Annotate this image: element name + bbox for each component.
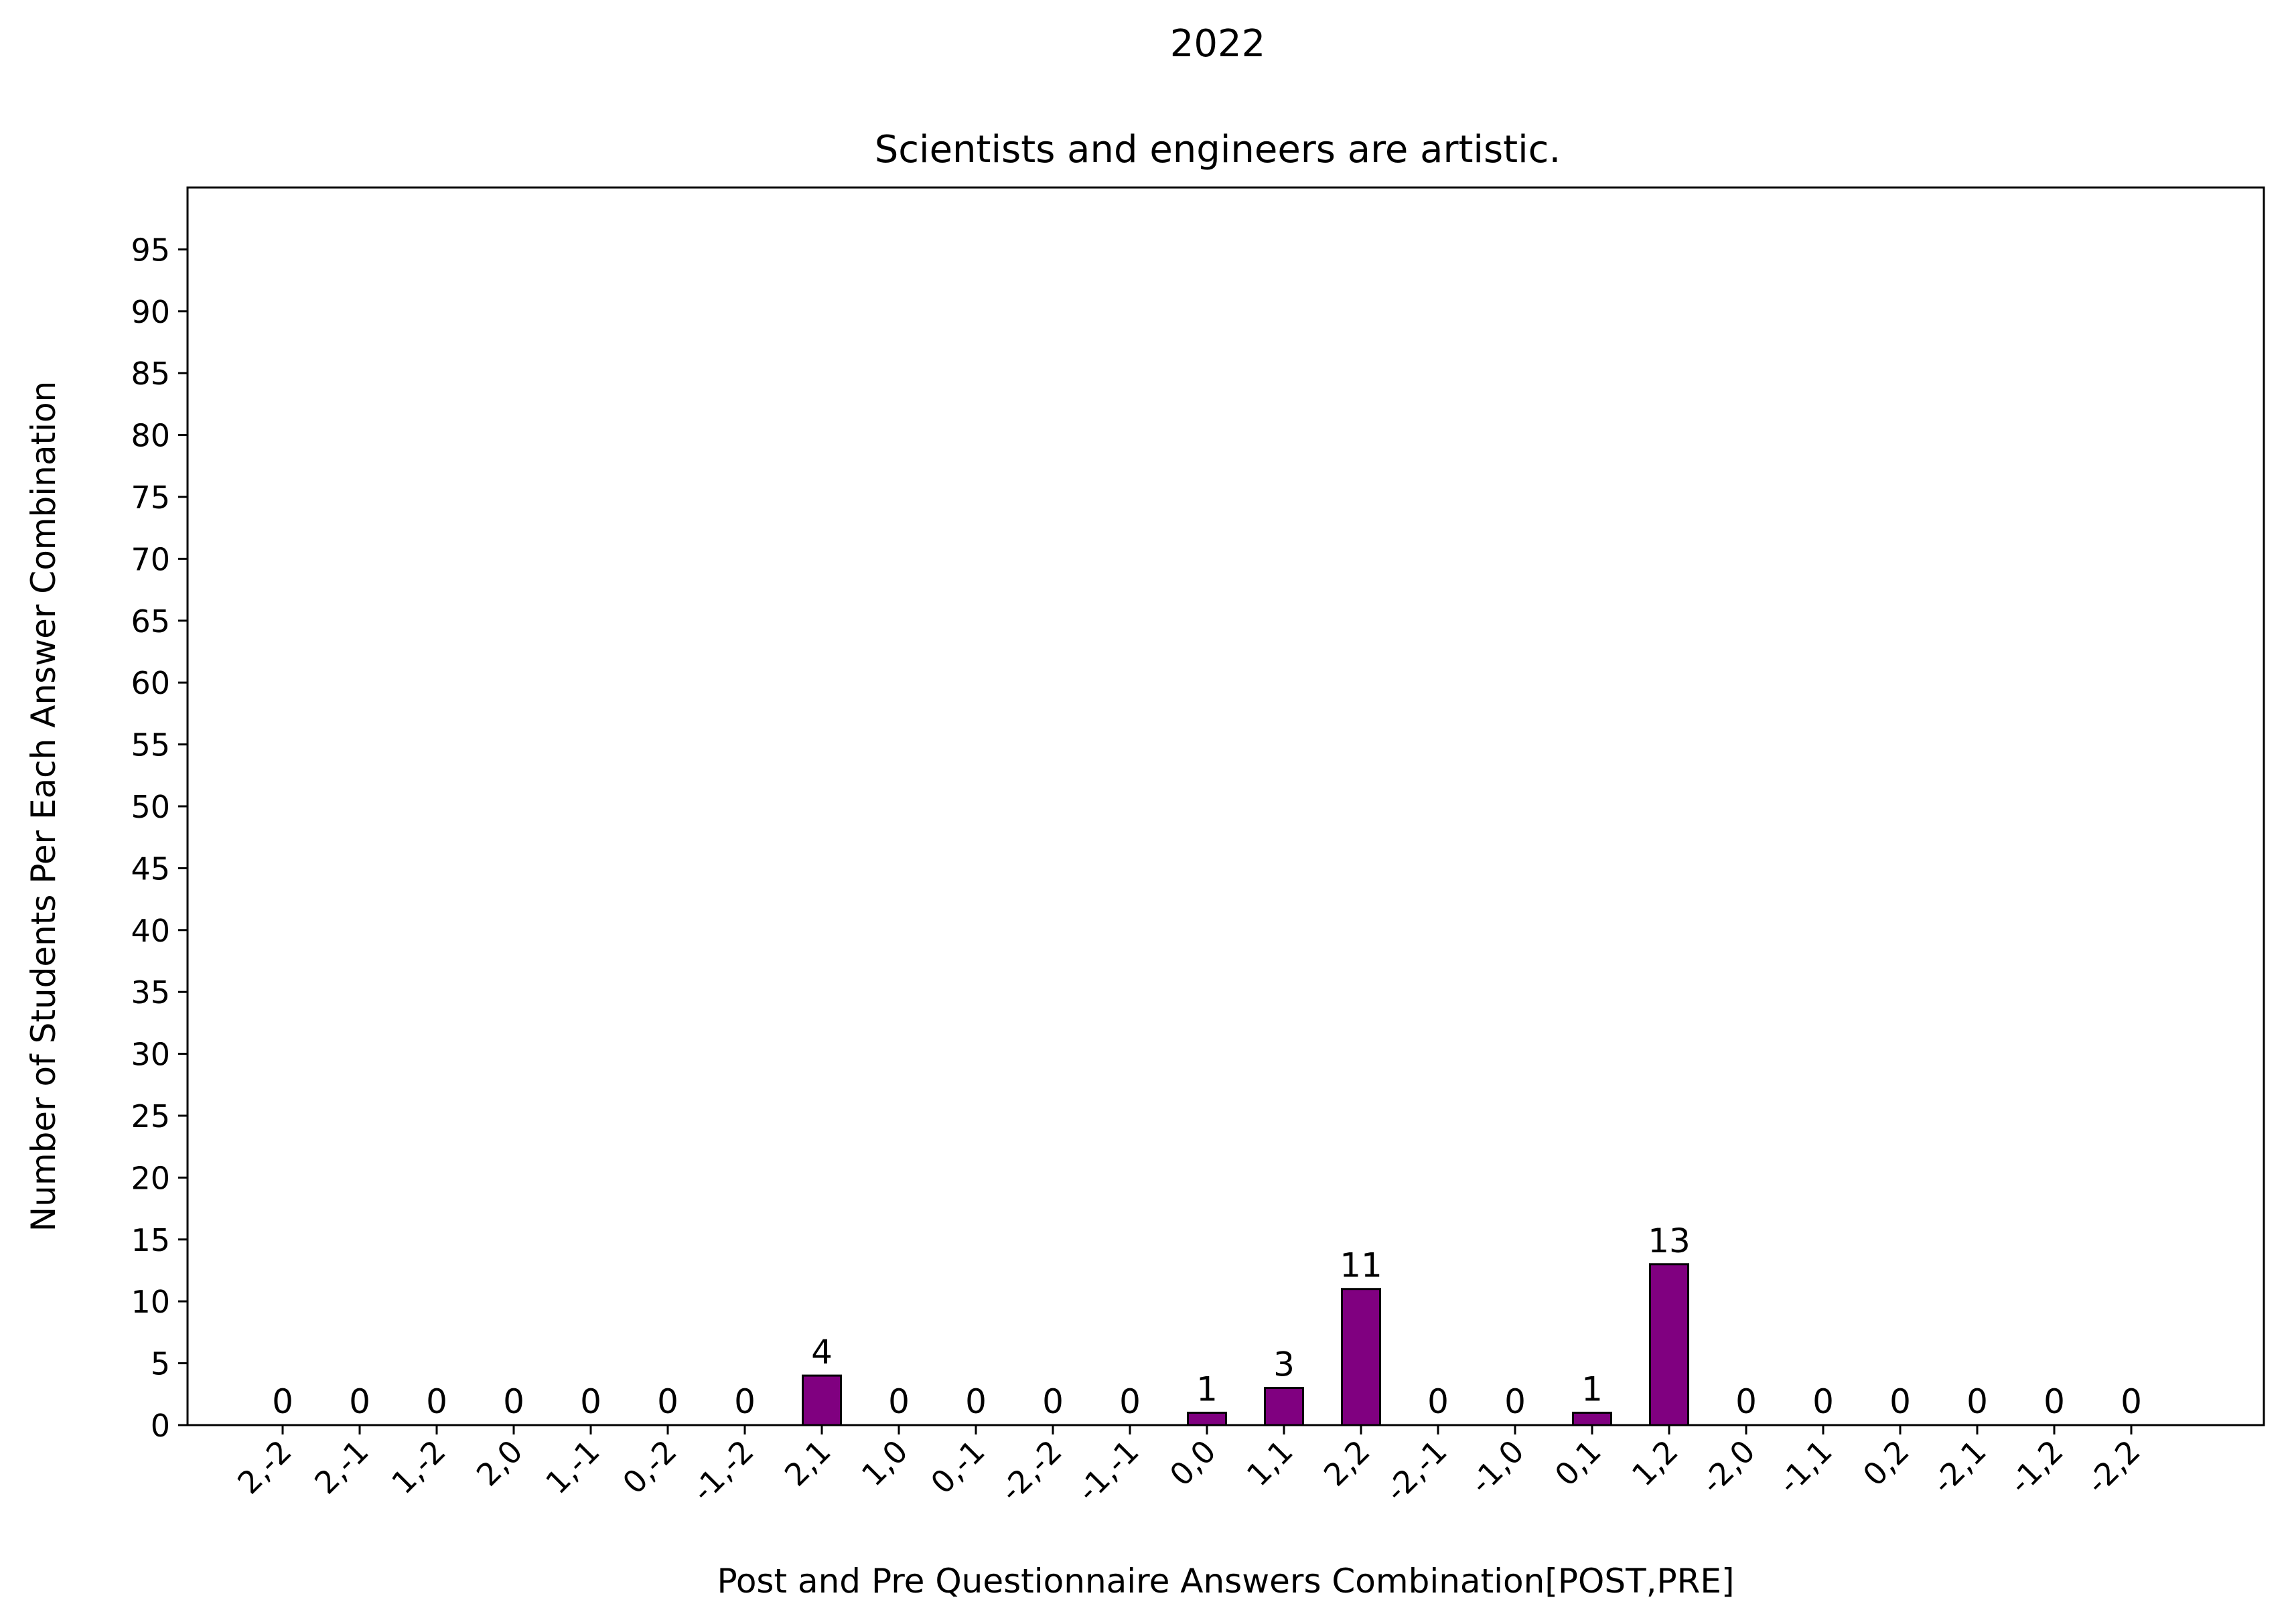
bar-value-label: 0 xyxy=(734,1382,756,1421)
x-tick-label: -2,2 xyxy=(2079,1433,2147,1501)
x-tick-label: 1,-1 xyxy=(539,1433,607,1501)
bar-1,2 xyxy=(1649,1263,1689,1426)
bar-value-label: 0 xyxy=(1735,1382,1757,1421)
y-tick-label: 25 xyxy=(131,1098,170,1134)
x-tick-label: -1,2 xyxy=(2002,1433,2070,1501)
x-tick-label: 2,2 xyxy=(1317,1433,1377,1493)
bar-value-label: 0 xyxy=(503,1382,524,1421)
x-tick-label: -2,-2 xyxy=(993,1433,1068,1509)
chart-title: Scientists and engineers are artistic. xyxy=(875,128,1561,171)
x-tick-label: 1,1 xyxy=(1240,1433,1300,1493)
y-tick-label: 5 xyxy=(151,1346,170,1382)
bar-value-label: 0 xyxy=(1119,1382,1141,1421)
bar-1,1 xyxy=(1264,1387,1304,1426)
y-tick-label: 70 xyxy=(131,541,170,577)
y-axis: 0 5 10 15 20 25 30 35 40 45 50 55 60 65 70 75 80 85 90 95 xyxy=(131,232,188,1444)
bar-value-label: 0 xyxy=(965,1382,987,1421)
bar-2,2 xyxy=(1341,1288,1381,1426)
y-tick-label: 10 xyxy=(131,1284,170,1320)
bar-value-label: 0 xyxy=(1812,1382,1834,1421)
bar-value-label: 0 xyxy=(2121,1382,2142,1421)
y-tick-label: 30 xyxy=(131,1037,170,1073)
x-tick-label: -2,0 xyxy=(1694,1433,1762,1501)
bar-value-label: 0 xyxy=(2044,1382,2065,1421)
y-tick-label: 60 xyxy=(131,665,170,701)
bar-value-label: 11 xyxy=(1340,1246,1382,1285)
bar-value-label: 0 xyxy=(657,1382,678,1421)
y-tick-label: 15 xyxy=(131,1222,170,1258)
y-tick-label: 35 xyxy=(131,974,170,1011)
x-tick-label: -1,-2 xyxy=(685,1433,760,1509)
chart-suptitle: 2022 xyxy=(1170,22,1266,66)
x-tick-label: -2,-1 xyxy=(1378,1433,1453,1509)
y-tick-label: 85 xyxy=(131,356,170,392)
bar-value-label: 0 xyxy=(272,1382,293,1421)
bar-value-label: 1 xyxy=(1581,1370,1603,1409)
x-axis: 2,-2 2,-1 1,-2 2,0 1,-1 0,-2 -1,-2 2,1 1,0 0,-1 -2… xyxy=(230,1425,2147,1509)
bar-value-label: 0 xyxy=(349,1382,370,1421)
x-tick-label: -2,1 xyxy=(1925,1433,1993,1501)
bar-value-label: 4 xyxy=(811,1333,833,1372)
bar-value-label: 0 xyxy=(426,1382,447,1421)
y-tick-label: 65 xyxy=(131,603,170,640)
y-tick-label: 75 xyxy=(131,479,170,516)
bars-group xyxy=(802,1263,1689,1426)
bar-2,1 xyxy=(802,1374,842,1426)
x-tick-label: 0,2 xyxy=(1856,1433,1916,1493)
bar-value-label: 1 xyxy=(1196,1370,1218,1409)
x-tick-label: -1,1 xyxy=(1771,1433,1839,1501)
bar-value-label: 13 xyxy=(1648,1222,1691,1260)
y-tick-label: 45 xyxy=(131,851,170,887)
bar-0,0 xyxy=(1187,1412,1227,1426)
x-tick-label: 2,0 xyxy=(470,1433,530,1493)
y-tick-label: 20 xyxy=(131,1160,170,1196)
x-tick-label: 0,-1 xyxy=(924,1433,992,1501)
y-tick-label: 80 xyxy=(131,418,170,454)
x-tick-label: 0,0 xyxy=(1163,1433,1223,1493)
bar-value-label: 0 xyxy=(1427,1382,1449,1421)
x-tick-label: 0,-2 xyxy=(616,1433,684,1501)
x-tick-label: 2,-2 xyxy=(230,1433,299,1501)
x-tick-label: 1,0 xyxy=(855,1433,915,1493)
x-tick-label: 0,1 xyxy=(1548,1433,1608,1493)
x-tick-label: 1,2 xyxy=(1625,1433,1685,1493)
y-axis-label: Number of Students Per Each Answer Combi… xyxy=(24,381,63,1232)
bar-value-label: 0 xyxy=(888,1382,910,1421)
bar-value-label: 0 xyxy=(1504,1382,1526,1421)
bar-value-label: 0 xyxy=(1889,1382,1911,1421)
bar-value-label: 3 xyxy=(1273,1345,1295,1384)
plot-frame xyxy=(186,186,2265,1426)
x-tick-label: -1,0 xyxy=(1463,1433,1531,1501)
y-tick-label: 0 xyxy=(151,1408,170,1444)
y-tick-label: 55 xyxy=(131,727,170,763)
bar-value-label: 0 xyxy=(580,1382,601,1421)
x-axis-label: Post and Pre Questionnaire Answers Combi… xyxy=(717,1562,1734,1601)
y-tick-label: 95 xyxy=(131,232,170,268)
y-tick-label: 50 xyxy=(131,789,170,825)
y-tick-label: 90 xyxy=(131,294,170,330)
bar-value-label: 0 xyxy=(1966,1382,1988,1421)
x-tick-label: 2,-1 xyxy=(307,1433,376,1501)
y-tick-label: 40 xyxy=(131,913,170,949)
x-tick-label: -1,-1 xyxy=(1070,1433,1145,1509)
x-tick-label: 1,-2 xyxy=(384,1433,453,1501)
bar-0,1 xyxy=(1572,1412,1612,1426)
x-tick-label: 2,1 xyxy=(778,1433,838,1493)
bar-value-label: 0 xyxy=(1042,1382,1064,1421)
